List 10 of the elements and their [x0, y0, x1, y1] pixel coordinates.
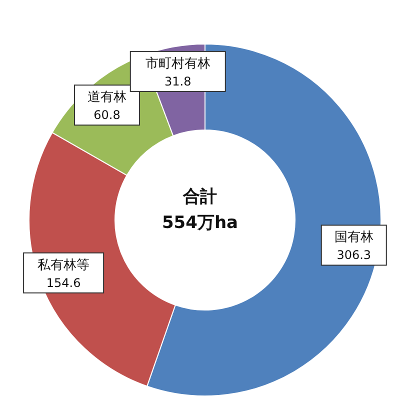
data-label: 306.3 [336, 248, 372, 262]
data-label: 31.8 [164, 74, 192, 88]
slice-label: 国有林 [334, 230, 374, 246]
data-label: 60.8 [94, 108, 120, 122]
text: 合計 [182, 187, 217, 207]
slice-label: 市町村有林 [145, 56, 210, 72]
slice-label: 道有林 [88, 90, 127, 106]
data-label: 154.6 [46, 276, 81, 290]
text: 554万ha [162, 213, 238, 233]
slice-label: 私有林等 [38, 258, 90, 273]
